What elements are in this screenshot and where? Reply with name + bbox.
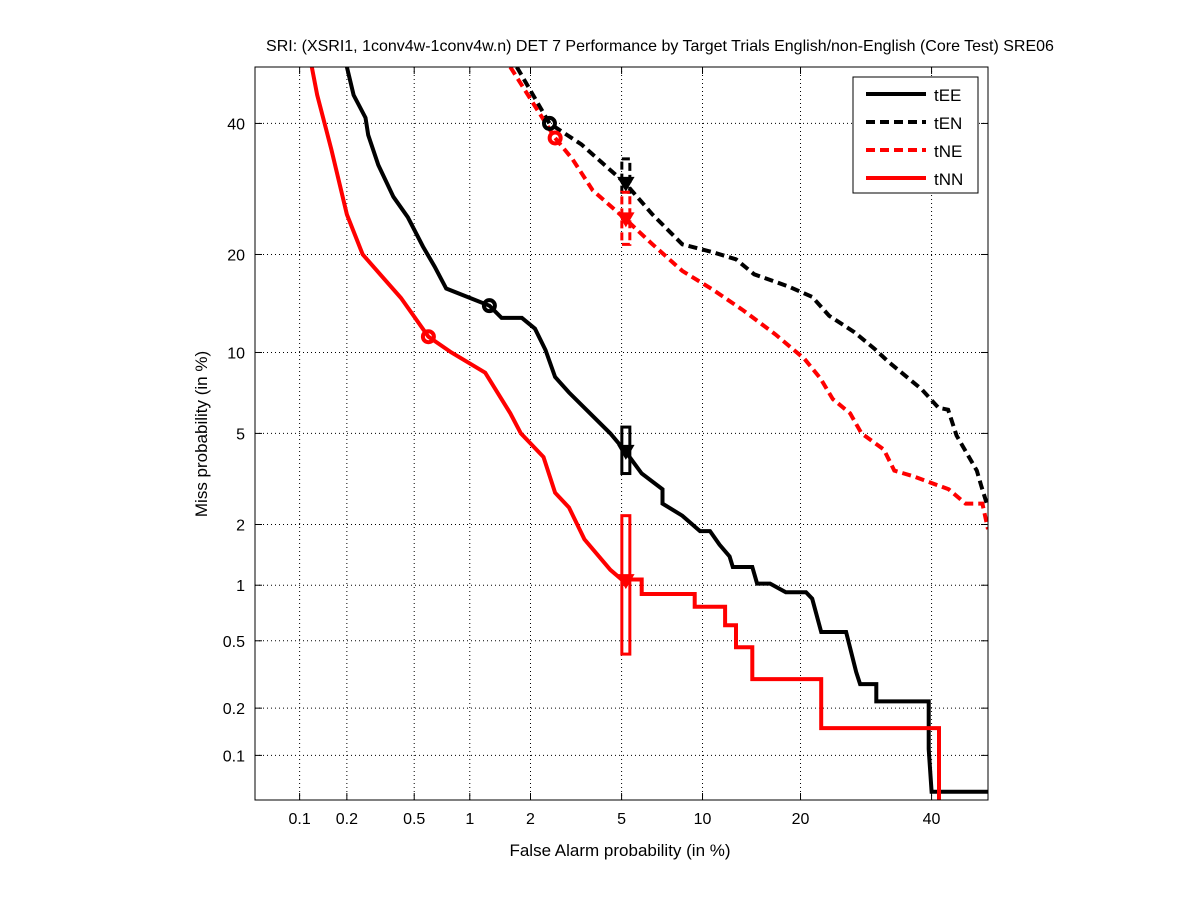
y-tick-label: 20	[227, 247, 245, 264]
y-tick-label: 2	[236, 517, 245, 534]
y-tick-label: 40	[227, 116, 245, 133]
x-tick-label: 0.5	[403, 811, 425, 828]
min-dcf-circle-tNN	[420, 329, 436, 345]
legend: tEE tEN tNE tNN	[852, 76, 979, 194]
act-dcf-triangle-tNN	[617, 574, 635, 590]
y-axis-label: Miss probability (in %)	[192, 351, 211, 517]
y-tick-label: 0.2	[223, 701, 245, 718]
min-dcf-circle-tEN	[541, 115, 557, 131]
x-tick-label: 10	[694, 811, 712, 828]
act-dcf-triangle-tEN	[617, 176, 635, 192]
plot-frame	[254, 66, 989, 801]
x-tick-label: 0.2	[336, 811, 358, 828]
y-tick-label: 0.1	[223, 748, 245, 765]
y-axis-ticks: 0.1 0.2 0.5 1 2 5 10 20 40	[223, 116, 988, 765]
x-tick-label: 2	[526, 811, 535, 828]
legend-label-tEN: tEN	[934, 114, 962, 133]
curve-tNN	[309, 67, 941, 800]
x-axis-label: False Alarm probability (in %)	[509, 841, 730, 860]
min-dcf-circle-tNE	[547, 130, 563, 146]
x-tick-label: 20	[792, 811, 810, 828]
det-curves	[309, 67, 988, 800]
x-axis-ticks: 0.1 0.2 0.5 1 2 5 10 20 40	[288, 67, 941, 828]
legend-label-tNN: tNN	[934, 170, 963, 189]
curve-tEN	[515, 67, 988, 509]
legend-label-tNE: tNE	[934, 142, 962, 161]
ci-box-tNN	[620, 514, 632, 656]
act-dcf-triangle-tEE	[617, 444, 635, 460]
dcf-markers	[420, 115, 635, 656]
y-tick-label: 1	[236, 578, 245, 595]
legend-label-tEE: tEE	[934, 86, 961, 105]
x-tick-label: 40	[923, 811, 941, 828]
x-tick-label: 1	[465, 811, 474, 828]
chart-title: SRI: (XSRI1, 1conv4w-1conv4w.n) DET 7 Pe…	[266, 38, 1054, 55]
ci-box-tEN	[620, 157, 632, 194]
y-tick-label: 5	[236, 426, 245, 443]
x-tick-label: 5	[617, 811, 626, 828]
legend-box	[852, 76, 979, 194]
y-tick-label: 10	[227, 345, 245, 362]
y-tick-label: 0.5	[223, 634, 245, 651]
curve-tEE	[344, 67, 988, 794]
min-dcf-circle-tEE	[481, 298, 497, 314]
ci-box-tNE	[620, 190, 632, 246]
x-tick-label: 0.1	[288, 811, 310, 828]
curve-tNE	[508, 67, 988, 530]
act-dcf-triangle-tNE	[617, 212, 635, 228]
